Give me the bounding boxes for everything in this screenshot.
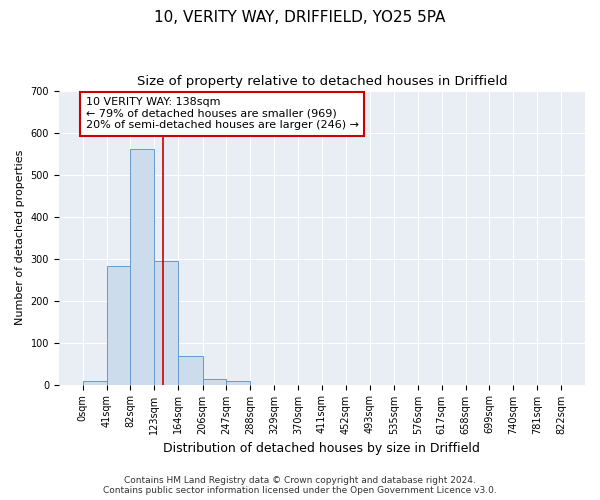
- Y-axis label: Number of detached properties: Number of detached properties: [15, 150, 25, 325]
- Bar: [203, 379, 226, 384]
- Bar: [83, 381, 107, 384]
- Bar: [226, 381, 250, 384]
- Bar: [107, 266, 130, 384]
- Text: Contains HM Land Registry data © Crown copyright and database right 2024.
Contai: Contains HM Land Registry data © Crown c…: [103, 476, 497, 495]
- Bar: [130, 150, 154, 384]
- Bar: [178, 356, 203, 384]
- Title: Size of property relative to detached houses in Driffield: Size of property relative to detached ho…: [137, 75, 507, 88]
- Text: 10, VERITY WAY, DRIFFIELD, YO25 5PA: 10, VERITY WAY, DRIFFIELD, YO25 5PA: [154, 10, 446, 25]
- Bar: [154, 260, 178, 384]
- Text: 10 VERITY WAY: 138sqm
← 79% of detached houses are smaller (969)
20% of semi-det: 10 VERITY WAY: 138sqm ← 79% of detached …: [86, 97, 359, 130]
- X-axis label: Distribution of detached houses by size in Driffield: Distribution of detached houses by size …: [163, 442, 481, 455]
